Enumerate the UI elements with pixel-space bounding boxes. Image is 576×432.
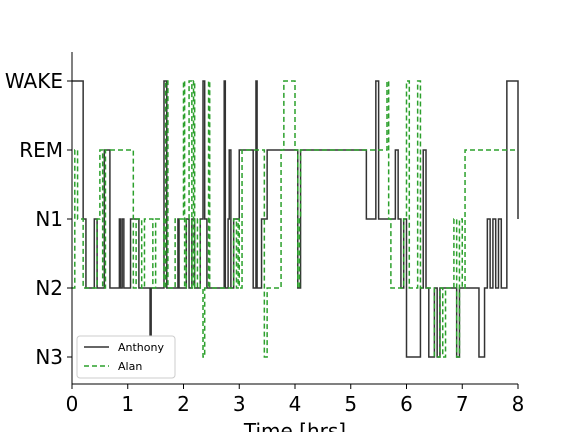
plot-lines — [72, 80, 519, 358]
y-ticks: N3 N2 N1 REM WAKE — [5, 69, 72, 369]
x-tick-label-3: 3 — [233, 392, 246, 416]
x-tick-label-4: 4 — [289, 392, 302, 416]
x-tick-label-1: 1 — [121, 392, 134, 416]
series-line-alan — [72, 80, 518, 358]
legend-label-anthony: Anthony — [118, 341, 164, 354]
x-tick-label-2: 2 — [177, 392, 190, 416]
y-tick-label-rem: REM — [19, 138, 63, 162]
legend: Anthony Alan — [76, 335, 176, 379]
x-ticks: 0 1 2 3 4 5 6 7 8 — [66, 384, 525, 416]
y-tick-label-n3: N3 — [35, 345, 63, 369]
legend-label-alan: Alan — [118, 360, 142, 373]
x-tick-label-6: 6 — [400, 392, 413, 416]
x-axis-label: Time [hrs] — [243, 419, 346, 432]
x-tick-label-8: 8 — [512, 392, 525, 416]
x-tick-label-7: 7 — [456, 392, 469, 416]
y-tick-label-wake: WAKE — [5, 69, 63, 93]
x-tick-label-0: 0 — [66, 392, 79, 416]
series-line-anthony — [72, 80, 519, 358]
x-tick-label-5: 5 — [344, 392, 357, 416]
y-tick-label-n1: N1 — [35, 207, 63, 231]
y-tick-label-n2: N2 — [35, 276, 63, 300]
